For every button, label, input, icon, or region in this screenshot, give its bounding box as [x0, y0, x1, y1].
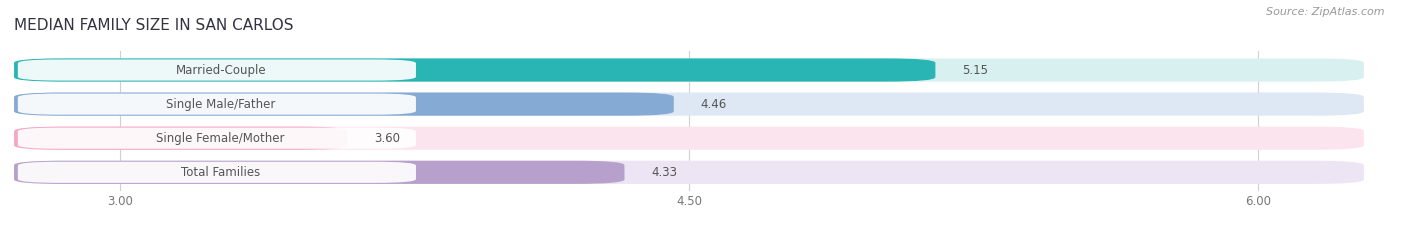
- FancyBboxPatch shape: [14, 161, 1364, 184]
- FancyBboxPatch shape: [14, 161, 624, 184]
- FancyBboxPatch shape: [14, 93, 1364, 116]
- FancyBboxPatch shape: [18, 59, 416, 81]
- FancyBboxPatch shape: [14, 58, 935, 82]
- FancyBboxPatch shape: [14, 127, 347, 150]
- FancyBboxPatch shape: [14, 127, 1364, 150]
- Text: 5.15: 5.15: [962, 64, 988, 76]
- Text: 3.60: 3.60: [374, 132, 401, 145]
- FancyBboxPatch shape: [18, 128, 416, 149]
- FancyBboxPatch shape: [14, 58, 1364, 82]
- Text: Married-Couple: Married-Couple: [176, 64, 266, 76]
- Text: 4.33: 4.33: [651, 166, 678, 179]
- Text: MEDIAN FAMILY SIZE IN SAN CARLOS: MEDIAN FAMILY SIZE IN SAN CARLOS: [14, 18, 294, 33]
- Text: 4.46: 4.46: [700, 98, 727, 111]
- Text: Single Female/Mother: Single Female/Mother: [156, 132, 285, 145]
- Text: Source: ZipAtlas.com: Source: ZipAtlas.com: [1267, 7, 1385, 17]
- FancyBboxPatch shape: [18, 162, 416, 183]
- FancyBboxPatch shape: [18, 93, 416, 115]
- FancyBboxPatch shape: [14, 93, 673, 116]
- Text: Total Families: Total Families: [181, 166, 260, 179]
- Text: Single Male/Father: Single Male/Father: [166, 98, 276, 111]
